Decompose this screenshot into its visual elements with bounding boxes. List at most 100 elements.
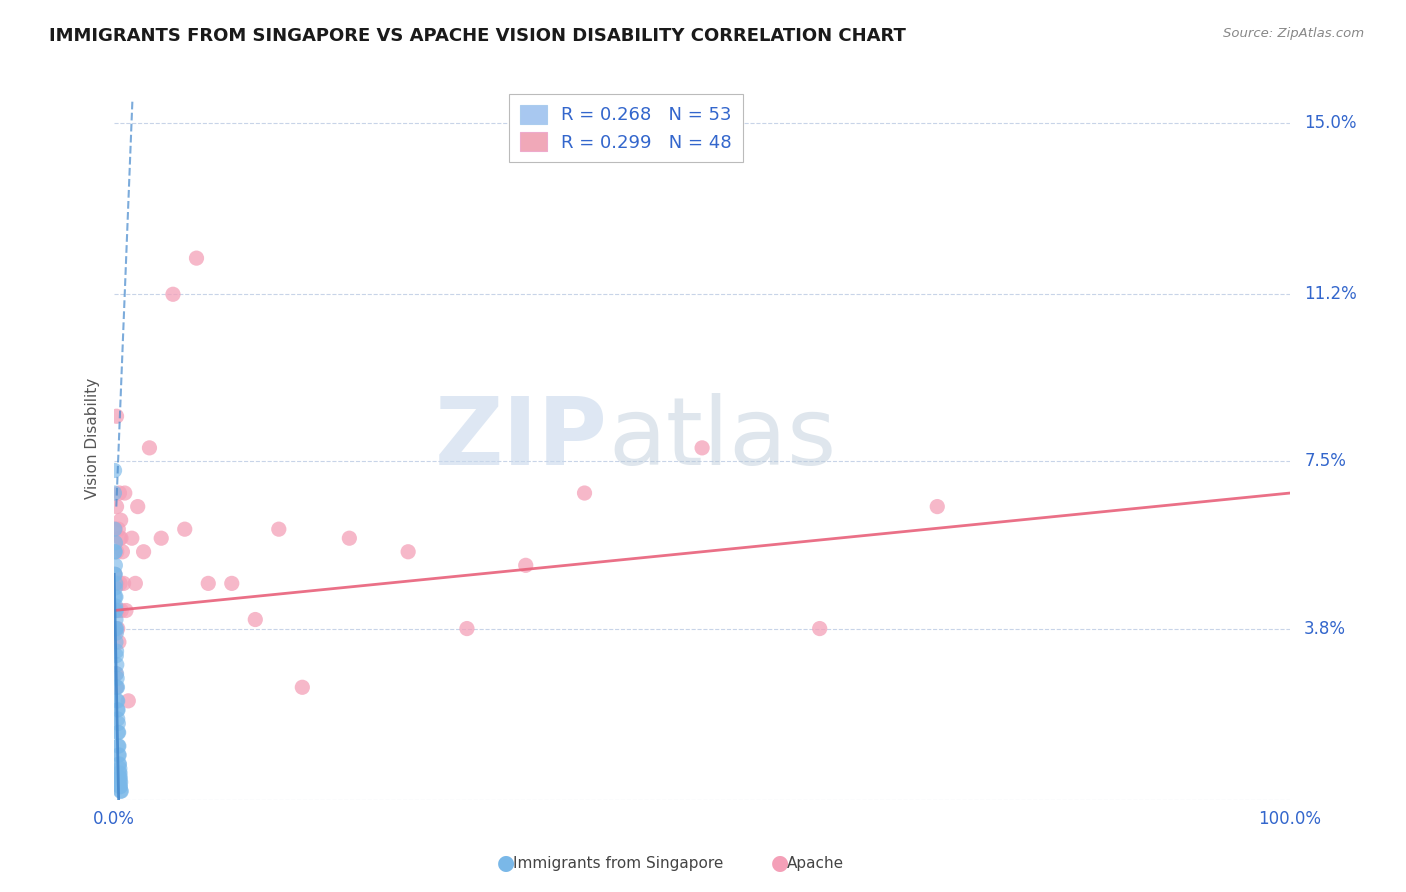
Point — [108, 531, 131, 545]
Point — [104, 666, 127, 681]
Point — [105, 626, 128, 640]
Point — [104, 522, 127, 536]
Point — [132, 545, 155, 559]
Point — [150, 531, 173, 545]
Point — [124, 576, 146, 591]
Point — [104, 622, 127, 636]
Point — [112, 576, 135, 591]
Point — [108, 757, 131, 772]
Point — [104, 599, 127, 613]
Point — [105, 644, 128, 658]
Point — [103, 463, 125, 477]
Point — [110, 780, 132, 794]
Point — [107, 622, 129, 636]
Point — [108, 775, 131, 789]
Point — [107, 694, 129, 708]
Text: ●: ● — [772, 854, 789, 873]
Point — [104, 576, 127, 591]
Point — [108, 576, 131, 591]
Point — [104, 545, 127, 559]
Point — [111, 545, 134, 559]
Point — [186, 251, 208, 265]
Point — [574, 486, 596, 500]
Point — [221, 576, 243, 591]
Point — [110, 775, 132, 789]
Point — [690, 441, 713, 455]
Point — [105, 603, 128, 617]
Point — [107, 716, 129, 731]
Point — [110, 784, 132, 798]
Point — [107, 603, 129, 617]
Point — [108, 486, 131, 500]
Point — [107, 703, 129, 717]
Point — [107, 739, 129, 753]
Point — [107, 522, 129, 536]
Point — [107, 703, 129, 717]
Point — [104, 558, 127, 573]
Point — [107, 725, 129, 739]
Point — [105, 545, 128, 559]
Point — [245, 613, 267, 627]
Point — [108, 771, 131, 785]
Point — [104, 635, 127, 649]
Point — [103, 486, 125, 500]
Point — [104, 535, 127, 549]
Text: IMMIGRANTS FROM SINGAPORE VS APACHE VISION DISABILITY CORRELATION CHART: IMMIGRANTS FROM SINGAPORE VS APACHE VISI… — [49, 27, 905, 45]
Point — [108, 780, 131, 794]
Point — [104, 590, 127, 604]
Point — [105, 500, 128, 514]
Point — [104, 603, 127, 617]
Point — [291, 680, 314, 694]
Point — [197, 576, 219, 591]
Text: Immigrants from Singapore: Immigrants from Singapore — [513, 856, 724, 871]
Point — [108, 747, 131, 762]
Point — [162, 287, 184, 301]
Point — [173, 522, 195, 536]
Text: Apache: Apache — [787, 856, 845, 871]
Point — [105, 666, 128, 681]
Text: ZIP: ZIP — [436, 392, 607, 485]
Point — [108, 762, 131, 776]
Point — [121, 531, 143, 545]
Point — [108, 766, 131, 780]
Point — [110, 603, 132, 617]
Point — [927, 500, 949, 514]
Text: 7.5%: 7.5% — [1305, 452, 1346, 470]
Point — [107, 747, 129, 762]
Point — [138, 441, 160, 455]
Point — [105, 622, 128, 636]
Point — [105, 648, 128, 663]
Legend: R = 0.268   N = 53, R = 0.299   N = 48: R = 0.268 N = 53, R = 0.299 N = 48 — [509, 94, 742, 162]
Point — [108, 766, 131, 780]
Point — [104, 545, 127, 559]
Point — [110, 531, 132, 545]
Text: 3.8%: 3.8% — [1305, 620, 1346, 638]
Point — [107, 603, 129, 617]
Point — [104, 576, 127, 591]
Point — [104, 622, 127, 636]
Point — [108, 739, 131, 753]
Point — [105, 657, 128, 672]
Point — [396, 545, 419, 559]
Point — [105, 409, 128, 424]
Point — [515, 558, 537, 573]
Point — [115, 603, 138, 617]
Point — [337, 531, 360, 545]
Point — [105, 680, 128, 694]
Point — [104, 567, 127, 582]
Point — [127, 500, 149, 514]
Point — [105, 671, 128, 685]
Text: Source: ZipAtlas.com: Source: ZipAtlas.com — [1223, 27, 1364, 40]
Point — [104, 522, 127, 536]
Point — [108, 635, 131, 649]
Point — [110, 784, 132, 798]
Text: ●: ● — [498, 854, 515, 873]
Point — [104, 567, 127, 582]
Point — [104, 581, 127, 595]
Point — [108, 757, 131, 772]
Point — [267, 522, 290, 536]
Point — [107, 712, 129, 726]
Point — [117, 694, 139, 708]
Point — [114, 486, 136, 500]
Point — [104, 590, 127, 604]
